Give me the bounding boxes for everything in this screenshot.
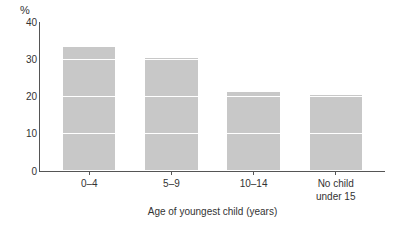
svg-text:40: 40 <box>26 17 38 28</box>
svg-text:10–14: 10–14 <box>240 178 268 189</box>
svg-text:5–9: 5–9 <box>163 178 180 189</box>
svg-text:Age of youngest child (years): Age of youngest child (years) <box>148 206 278 217</box>
svg-text:30: 30 <box>26 54 38 65</box>
svg-text:No childunder 15: No childunder 15 <box>316 178 356 202</box>
svg-text:%: % <box>20 4 30 16</box>
svg-text:20: 20 <box>26 91 38 102</box>
svg-text:10: 10 <box>26 128 38 139</box>
svg-text:0–4: 0–4 <box>81 178 98 189</box>
svg-text:0: 0 <box>31 166 37 177</box>
